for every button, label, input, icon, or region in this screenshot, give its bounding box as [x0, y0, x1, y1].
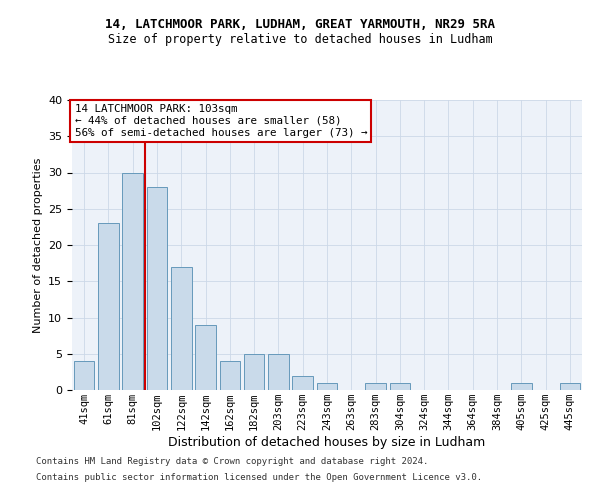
Bar — [146, 187, 167, 390]
Bar — [389, 383, 410, 390]
Bar — [122, 172, 143, 390]
Text: Contains HM Land Registry data © Crown copyright and database right 2024.: Contains HM Land Registry data © Crown c… — [36, 458, 428, 466]
Bar — [98, 223, 119, 390]
Y-axis label: Number of detached properties: Number of detached properties — [32, 158, 43, 332]
X-axis label: Distribution of detached houses by size in Ludham: Distribution of detached houses by size … — [169, 436, 485, 449]
Bar — [511, 383, 532, 390]
Bar — [171, 267, 191, 390]
Text: Contains public sector information licensed under the Open Government Licence v3: Contains public sector information licen… — [36, 472, 482, 482]
Bar — [365, 383, 386, 390]
Bar — [292, 376, 313, 390]
Bar — [244, 354, 265, 390]
Bar — [195, 325, 216, 390]
Text: 14 LATCHMOOR PARK: 103sqm
← 44% of detached houses are smaller (58)
56% of semi-: 14 LATCHMOOR PARK: 103sqm ← 44% of detac… — [74, 104, 367, 138]
Bar — [220, 361, 240, 390]
Text: Size of property relative to detached houses in Ludham: Size of property relative to detached ho… — [107, 32, 493, 46]
Text: 14, LATCHMOOR PARK, LUDHAM, GREAT YARMOUTH, NR29 5RA: 14, LATCHMOOR PARK, LUDHAM, GREAT YARMOU… — [105, 18, 495, 30]
Bar — [74, 361, 94, 390]
Bar — [268, 354, 289, 390]
Bar — [560, 383, 580, 390]
Bar — [317, 383, 337, 390]
